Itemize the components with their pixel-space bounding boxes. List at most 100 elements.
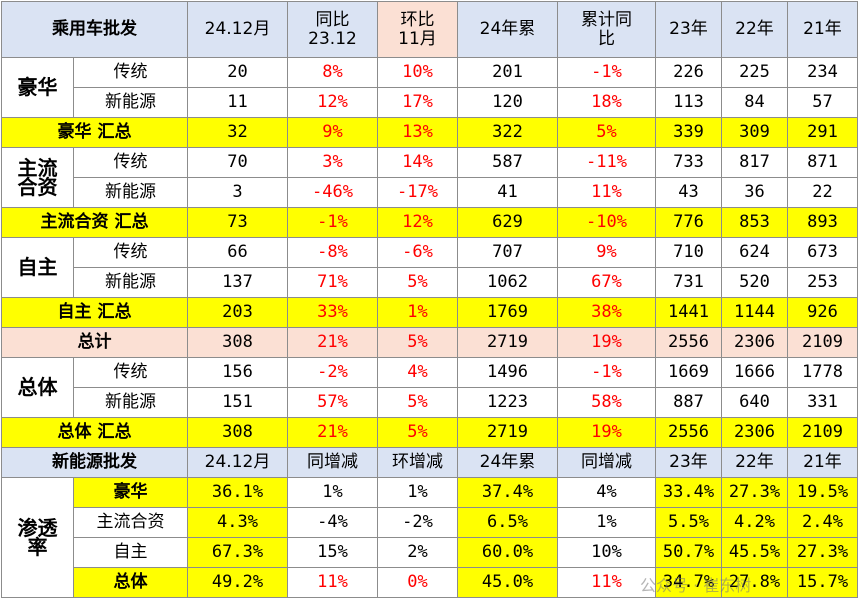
value-cell: 640 [721,387,788,418]
value-cell: -1% [557,57,656,88]
value-cell: 871 [787,147,858,178]
value-cell: 19% [557,327,656,358]
penetration-row: 总体 49.2% 11% 0% 45.0% 11% 34.7% 27.8% 15.7% [2,567,858,598]
table-row: 新能源 3 -46% -17% 41 11% 43 36 22 [2,177,858,208]
value-cell: 120 [457,87,558,118]
value-cell: 4% [557,477,656,508]
value-cell: 15.7% [787,567,858,598]
value-cell: 520 [721,267,788,298]
value-cell: 36 [721,177,788,208]
value-cell: 1% [287,477,378,508]
table-row: 自主 传统 66 -8% -6% 707 9% 710 624 673 [1,237,858,298]
value-cell: 8% [287,57,378,88]
subtotal-label: 自主 汇总 [1,297,188,328]
grand-total-label: 总计 [1,327,188,358]
nev-header-row: 新能源批发 24.12月 同增减 环增减 24年累 同增减 23年 22年 21年 [1,447,858,478]
value-cell: 36.1% [187,477,288,508]
value-cell: 1223 [457,387,558,418]
value-cell: 5% [377,387,458,418]
value-cell: 11% [557,177,656,208]
row-label: 传统 [73,237,188,268]
penetration-row: 渗透率豪华 36.1% 1% 1% 37.4% 4% 33.4% 27.3% 19.5% [1,477,858,598]
row-label: 新能源 [73,387,188,418]
value-cell: -11% [557,147,656,178]
table-row: 主流 合资 传统 70 3% 14% 587 -11% 733 817 871 [1,147,858,208]
value-cell: 587 [457,147,558,178]
value-cell: 12% [377,207,458,238]
column-header: 同增减 [287,447,378,478]
value-cell: -2% [287,357,378,388]
value-cell: 308 [187,417,288,448]
value-cell: 2.4% [787,507,858,538]
value-cell: 12% [287,87,378,118]
value-cell: 21% [287,417,378,448]
value-cell: 1% [557,507,656,538]
value-cell: 66 [187,237,288,268]
column-header: 24.12月 [187,447,288,478]
value-cell: 0% [377,567,458,598]
row-label: 新能源 [73,267,188,298]
value-cell: 234 [787,57,858,88]
value-cell: 151 [187,387,288,418]
value-cell: 49.2% [187,567,288,598]
value-cell: 1% [377,477,458,508]
value-cell: 73 [187,207,288,238]
value-cell: 67% [557,267,656,298]
value-cell: 67.3% [187,537,288,568]
value-cell: 32 [187,117,288,148]
value-cell: 4% [377,357,458,388]
column-header: 22年 [721,447,788,478]
value-cell: 1144 [721,297,788,328]
value-cell: 21% [287,327,378,358]
column-header: 24年累 [457,447,558,478]
value-cell: 5% [557,117,656,148]
value-cell: 629 [457,207,558,238]
value-cell: 1441 [655,297,722,328]
value-cell: 45.0% [457,567,558,598]
subtotal-label: 主流合资 汇总 [1,207,188,238]
value-cell: 322 [457,117,558,148]
value-cell: 887 [655,387,722,418]
table-row: 新能源 137 71% 5% 1062 67% 731 520 253 [2,267,858,298]
value-cell: -10% [557,207,656,238]
value-cell: -1% [557,357,656,388]
value-cell: 1778 [787,357,858,388]
value-cell: -8% [287,237,378,268]
value-cell: 11% [287,567,378,598]
value-cell: 2109 [787,327,858,358]
value-cell: 2% [377,537,458,568]
column-header: 21年 [787,447,858,478]
group-label: 豪华 [1,57,74,118]
column-header: 新能源批发 [1,447,188,478]
value-cell: 58% [557,387,656,418]
value-cell: 2719 [457,417,558,448]
value-cell: 50.7% [655,537,722,568]
value-cell: 3 [187,177,288,208]
value-cell: 37.4% [457,477,558,508]
value-cell: 34.7% [655,567,722,598]
value-cell: 339 [655,117,722,148]
value-cell: 3% [287,147,378,178]
column-header: 环增减 [377,447,458,478]
value-cell: 18% [557,87,656,118]
value-cell: 308 [187,327,288,358]
value-cell: 70 [187,147,288,178]
value-cell: 2719 [457,327,558,358]
value-cell: 817 [721,147,788,178]
column-header: 乘用车批发 [1,1,188,58]
group-label: 渗透率 [1,477,74,598]
value-cell: 17% [377,87,458,118]
row-label: 传统 [73,147,188,178]
column-header: 23年 [655,1,722,58]
value-cell: 776 [655,207,722,238]
value-cell: 45.5% [721,537,788,568]
value-cell: 156 [187,357,288,388]
value-cell: 226 [655,57,722,88]
value-cell: 1% [377,297,458,328]
value-cell: -6% [377,237,458,268]
value-cell: 5% [377,327,458,358]
value-cell: 19.5% [787,477,858,508]
value-cell: 1769 [457,297,558,328]
value-cell: 19% [557,417,656,448]
value-cell: 10% [377,57,458,88]
